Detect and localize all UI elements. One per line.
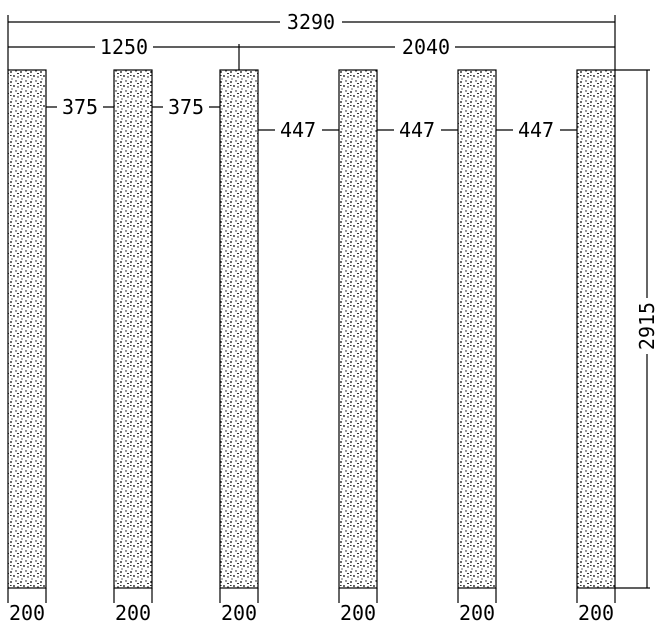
post-width-label-5: 200 [459,601,495,625]
gap-dimensions: 375 375 447 447 447 [46,95,577,142]
overall-width-label: 3290 [287,10,335,34]
gap-label-2: 375 [168,95,204,119]
gap-label-4: 447 [399,118,435,142]
post-width-label-2: 200 [115,601,151,625]
gap-label-5: 447 [518,118,554,142]
gap-label-1: 375 [62,95,98,119]
posts-group [7,69,616,589]
post-6 [576,69,616,589]
post-width-label-4: 200 [340,601,376,625]
overall-width-dimension: 3290 [7,10,616,70]
post-width-label-3: 200 [221,601,257,625]
height-dimension: 2915 [615,69,659,589]
post-3 [219,69,259,589]
gap-label-3: 447 [280,118,316,142]
post-4 [338,69,378,589]
post-5 [457,69,497,589]
post-width-label-1: 200 [9,601,45,625]
post-width-dimensions: 200 200 200 200 200 200 [7,588,616,625]
right-segment-label: 2040 [402,35,450,59]
segment-dimension: 1250 2040 [8,35,615,70]
post-1 [7,69,47,589]
post-2 [113,69,153,589]
post-width-label-6: 200 [578,601,614,625]
height-label: 2915 [635,302,659,350]
left-segment-label: 1250 [100,35,148,59]
